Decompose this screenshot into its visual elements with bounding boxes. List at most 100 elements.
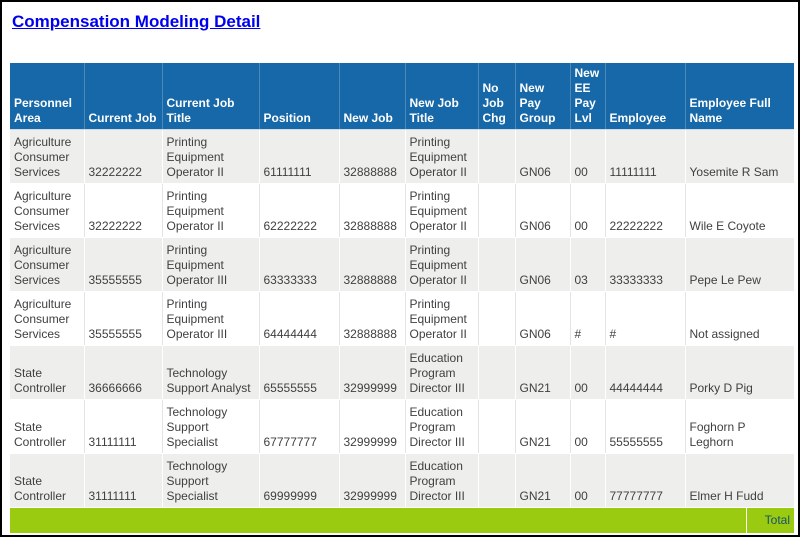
page-title: Compensation Modeling Detail	[12, 11, 788, 33]
column-header: Employee Full Name	[684, 63, 794, 130]
table-row: Agriculture Consumer Services 35555555 Pri…	[10, 237, 794, 292]
table-cell: 36666666	[84, 345, 163, 400]
column-header: Current Job Title	[161, 63, 259, 130]
table-cell: 11111111	[605, 129, 686, 184]
table-cell: Agriculture Consumer Services	[10, 183, 85, 238]
table-cell: 03	[570, 237, 606, 292]
table-cell: GN21	[515, 453, 571, 508]
page-title-link[interactable]: Compensation Modeling Detail	[12, 12, 261, 31]
table-cell: GN06	[515, 183, 571, 238]
table-cell: 63333333	[259, 237, 340, 292]
table-cell: 00	[570, 345, 606, 400]
table-cell: Printing Equipment Operator II	[405, 129, 479, 184]
table-cell	[478, 291, 516, 346]
column-header: New Pay Group	[514, 63, 570, 130]
total-cell: Total	[10, 507, 794, 533]
table-cell: Education Program Director III	[405, 345, 479, 400]
table-cell: #	[570, 291, 606, 346]
table-cell: 00	[570, 453, 606, 508]
table-cell: Printing Equipment Operator III	[162, 291, 260, 346]
column-header: New Job	[338, 63, 405, 130]
table-cell	[478, 453, 516, 508]
table-cell: 69999999	[259, 453, 340, 508]
column-header: New EE Pay Lvl	[569, 63, 605, 130]
table-cell: 67777777	[259, 399, 340, 454]
total-row: Total	[10, 507, 794, 533]
table-cell: 32999999	[339, 399, 406, 454]
table-cell: 32888888	[339, 129, 406, 184]
table-cell: 55555555	[605, 399, 686, 454]
table-cell: 35555555	[84, 291, 163, 346]
compensation-modeling-table: Personnel Area Current Job Current Job Tit…	[10, 63, 794, 533]
table-cell: Printing Equipment Operator II	[405, 291, 479, 346]
table-cell: State Controller	[10, 453, 85, 508]
table-cell: Technology Support Analyst	[162, 345, 260, 400]
table-cell: Printing Equipment Operator III	[162, 237, 260, 292]
table-cell: Technology Support Specialist	[162, 453, 260, 508]
column-header: No Job Chg	[477, 63, 515, 130]
table-cell: Foghorn P Leghorn	[685, 399, 794, 454]
table-cell: #	[605, 291, 686, 346]
column-header: Position	[258, 63, 339, 130]
table-cell: Agriculture Consumer Services	[10, 129, 85, 184]
column-header: Personnel Area	[10, 63, 84, 130]
table-cell: 22222222	[605, 183, 686, 238]
table-cell: 32222222	[84, 129, 163, 184]
table-header-row: Personnel Area Current Job Current Job Tit…	[10, 63, 794, 130]
table-row: Agriculture Consumer Services 32222222 Pri…	[10, 183, 794, 238]
table-cell: 32888888	[339, 237, 406, 292]
table-cell: Printing Equipment Operator II	[405, 237, 479, 292]
table-cell: Not assigned	[685, 291, 794, 346]
table-header: Personnel Area Current Job Current Job Tit…	[10, 63, 794, 130]
table-cell: GN06	[515, 291, 571, 346]
table-cell: Porky D Pig	[685, 345, 794, 400]
table-cell: 62222222	[259, 183, 340, 238]
table-cell: 35555555	[84, 237, 163, 292]
table-cell: 00	[570, 399, 606, 454]
table-cell	[478, 399, 516, 454]
table-cell: 32888888	[339, 291, 406, 346]
total-label: Total	[745, 507, 794, 533]
table-body: Agriculture Consumer Services 32222222 Pri…	[10, 129, 794, 508]
table-cell: Education Program Director III	[405, 399, 479, 454]
table-cell: 32222222	[84, 183, 163, 238]
table-cell: 61111111	[259, 129, 340, 184]
table-cell: GN06	[515, 129, 571, 184]
table-cell: Agriculture Consumer Services	[10, 291, 85, 346]
column-header: Employee	[604, 63, 685, 130]
table-cell: Printing Equipment Operator II	[162, 129, 260, 184]
table-cell: 65555555	[259, 345, 340, 400]
table-cell	[478, 345, 516, 400]
table-cell: Technology Support Specialist	[162, 399, 260, 454]
table-cell	[478, 183, 516, 238]
table-cell	[478, 237, 516, 292]
table-cell: 31111111	[84, 399, 163, 454]
table-cell: Yosemite R Sam	[685, 129, 794, 184]
table-footer: Total	[10, 507, 794, 533]
table-cell: 31111111	[84, 453, 163, 508]
table-cell: 33333333	[605, 237, 686, 292]
table-cell: 77777777	[605, 453, 686, 508]
table-cell: Agriculture Consumer Services	[10, 237, 85, 292]
table-cell: Printing Equipment Operator II	[405, 183, 479, 238]
table-row: Agriculture Consumer Services 35555555 Pri…	[10, 291, 794, 346]
table-cell: 44444444	[605, 345, 686, 400]
table-cell: 00	[570, 129, 606, 184]
table-cell: GN21	[515, 399, 571, 454]
column-header: New Job Title	[404, 63, 478, 130]
table-cell: Printing Equipment Operator II	[162, 183, 260, 238]
table-cell: 32888888	[339, 183, 406, 238]
table-cell: 00	[570, 183, 606, 238]
table-row: State Controller 31111111 Technology Suppo…	[10, 453, 794, 508]
table-cell: Education Program Director III	[405, 453, 479, 508]
table-cell: 32999999	[339, 453, 406, 508]
table-cell: Wile E Coyote	[685, 183, 794, 238]
table-row: State Controller 36666666 Technology Suppo…	[10, 345, 794, 400]
table-row: State Controller 31111111 Technology Suppo…	[10, 399, 794, 454]
column-header: Current Job	[83, 63, 162, 130]
table-cell: GN06	[515, 237, 571, 292]
table-cell: Pepe Le Pew	[685, 237, 794, 292]
table-cell	[478, 129, 516, 184]
table-cell: GN21	[515, 345, 571, 400]
